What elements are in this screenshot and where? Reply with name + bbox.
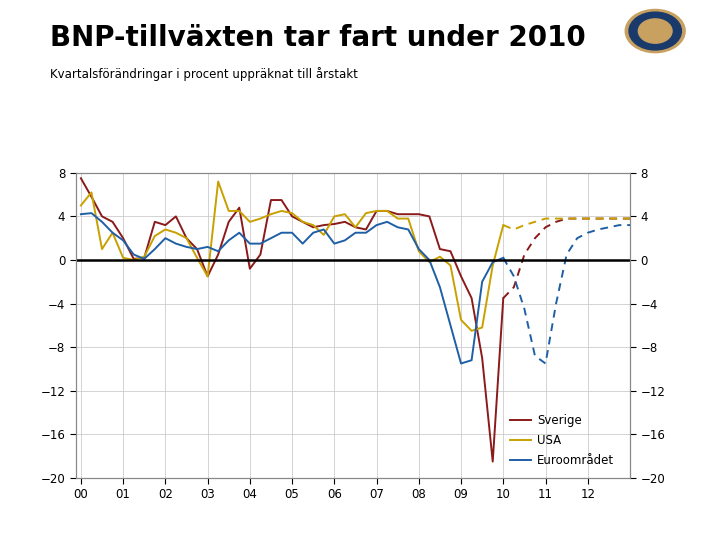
Circle shape [629,12,681,50]
Text: Kvartalsförändringar i procent uppräknat till årstakt: Kvartalsförändringar i procent uppräknat… [50,68,359,82]
Text: Källor: Bureau of Economic Analysis, Eurostat, OECD, SCB och Riksbanken: Källor: Bureau of Economic Analysis, Eur… [128,517,592,527]
Circle shape [625,9,685,52]
Text: SVERIGES
RIKSBANK: SVERIGES RIKSBANK [636,56,674,66]
Circle shape [639,19,672,43]
Legend: Sverige, USA, Euroområdet: Sverige, USA, Euroområdet [505,409,619,472]
Text: BNP-tillväxten tar fart under 2010: BNP-tillväxten tar fart under 2010 [50,24,586,52]
